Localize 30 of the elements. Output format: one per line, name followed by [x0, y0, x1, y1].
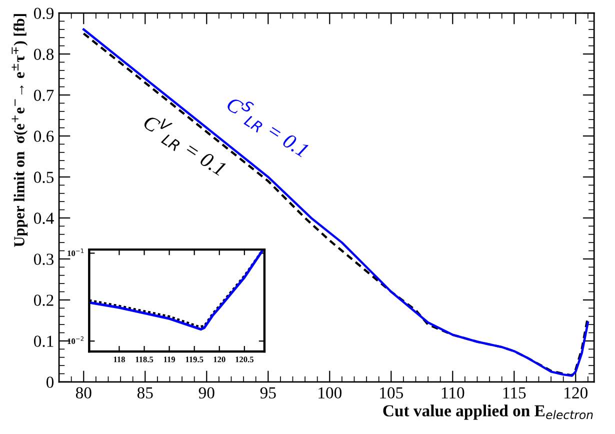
x-tick-label: 120.5	[236, 356, 254, 362]
x-tick-label: 120	[564, 387, 588, 399]
y-tick-label: 0.6	[34, 130, 54, 142]
x-tick-label: 90	[198, 387, 214, 399]
x-tick-label: 115	[503, 387, 526, 399]
y-tick-label: 0.1	[34, 336, 54, 347]
x-tick-label: 120	[214, 356, 226, 362]
x-tick-label: 119.5	[186, 356, 204, 362]
annotation: C$^{S}$$_{LR}$ = 0.1	[226, 96, 309, 158]
x-axis-title: Cut value applied on E$_{electron}$	[383, 404, 593, 420]
text: Upper limit on σ(e$^{+}$e$^{−}$→ e$^{±}$τ$^{∓}$) [fb]	[12, 14, 28, 247]
x-tick-label: 95	[260, 387, 276, 399]
y-tick-label: 0.8	[34, 48, 54, 60]
y-tick-label: 0	[46, 376, 54, 388]
x-tick-label: 80	[76, 387, 92, 399]
y-tick-label: 10$^{−1}$	[68, 248, 84, 256]
y-tick-label: 0.5	[34, 172, 54, 183]
y-tick-label: 0.3	[34, 254, 54, 265]
x-tick-label: 118	[114, 356, 125, 362]
x-tick-label: 119	[164, 356, 176, 362]
x-tick-label: 85	[137, 387, 153, 399]
y-tick-label: 0.9	[34, 8, 54, 20]
x-tick-label: 118.5	[136, 356, 154, 362]
annotation: C$^{V}$$_{LR}$ = 0.1	[142, 114, 226, 176]
x-tick-label: 100	[318, 387, 342, 399]
y-tick-label: 0.7	[34, 90, 54, 102]
y-tick-label: 0.2	[34, 294, 54, 306]
x-tick-label: 110	[442, 387, 464, 399]
y-tick-label: 0.4	[34, 212, 54, 224]
x-tick-label: 105	[380, 387, 403, 399]
